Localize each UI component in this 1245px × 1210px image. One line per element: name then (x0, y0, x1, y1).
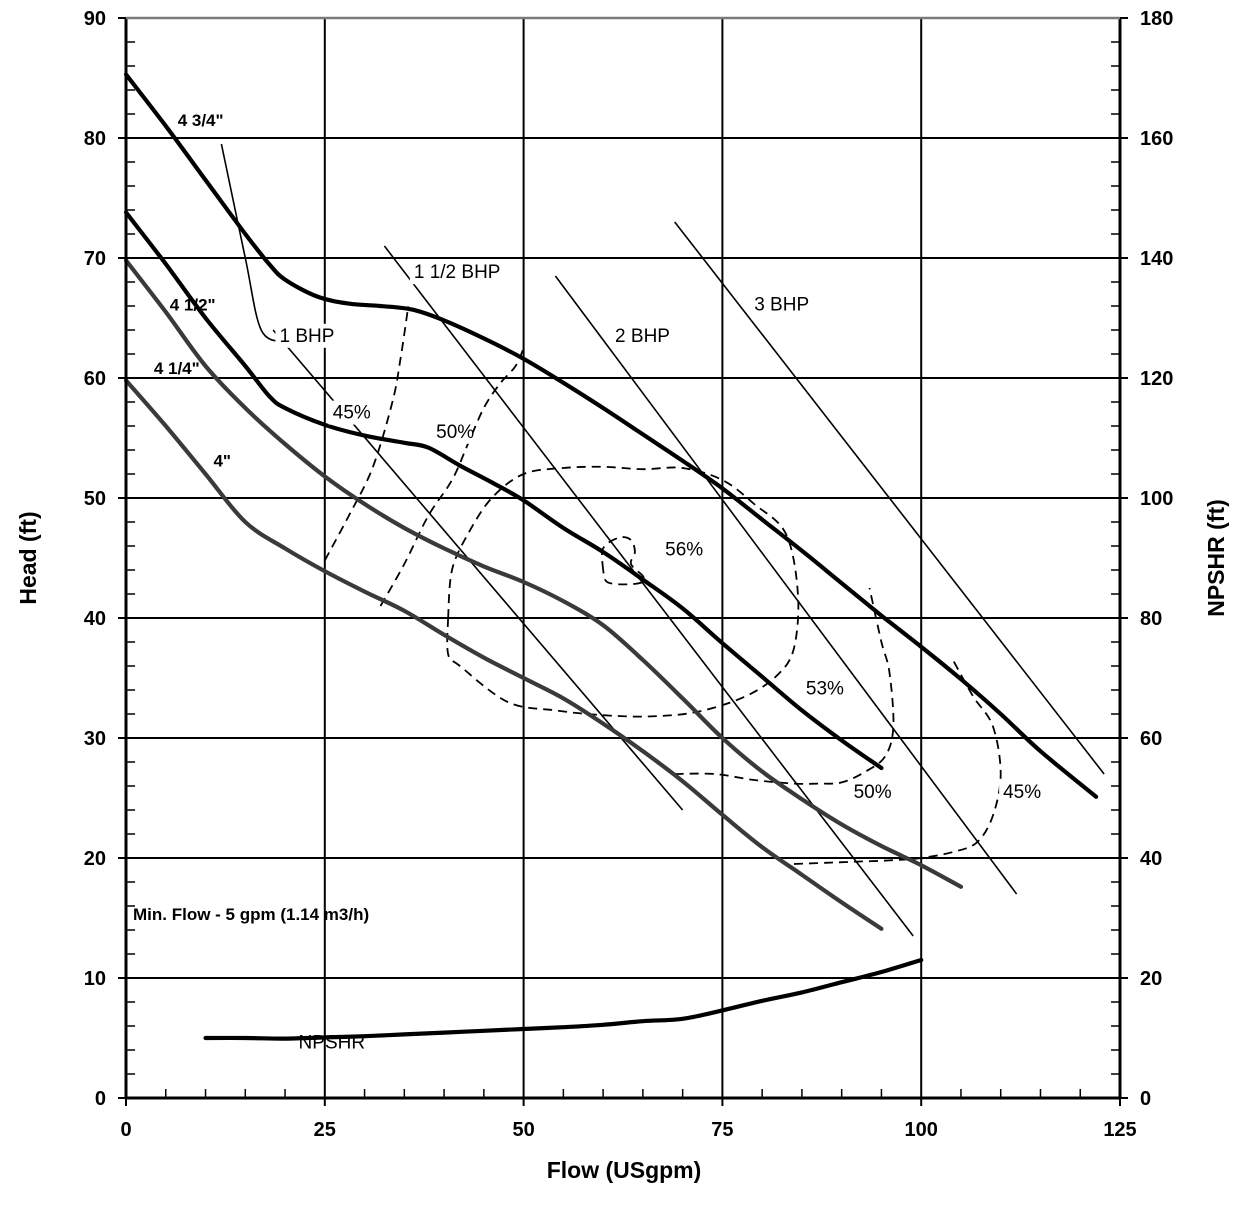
x-tick-label: 100 (905, 1119, 938, 1141)
bhp-line (220, 143, 286, 343)
impeller-curve (123, 258, 964, 889)
y2-tick-label: 40 (1140, 848, 1162, 870)
curve-label: 1 1/2 BHP (414, 262, 501, 283)
curve-label-bg (432, 419, 472, 444)
y-axis-title: Head (ft) (15, 511, 41, 604)
bhp-line (674, 221, 1105, 775)
x-axis-title: Flow (USgpm) (547, 1157, 702, 1183)
curve-label: 50% (854, 782, 892, 803)
curve-label: 4 3/4" (178, 111, 224, 130)
x-tick-label: 50 (512, 1119, 534, 1141)
impeller-curves (123, 72, 1099, 931)
y2-tick-label: 140 (1140, 248, 1173, 270)
curve-labels: 4 3/4" 4 1/2" 4 1/4" 4" 1 BHP 1 1/2 BHP 2 BHP 3… (154, 111, 1041, 1054)
curve-label-bg (999, 779, 1039, 804)
y-tick-label: 0 (95, 1088, 106, 1110)
impeller-curve (123, 72, 1099, 799)
curve-label-bg (409, 260, 514, 285)
curve-label: NPSHR (299, 1033, 366, 1054)
curve-label: 4" (213, 452, 231, 471)
y2-tick-label: 120 (1140, 368, 1173, 390)
efficiency-contour (324, 305, 410, 561)
impeller-curve (123, 210, 884, 771)
y2-tick-label: 80 (1140, 608, 1162, 630)
curve-label: 45% (1003, 782, 1041, 803)
y2-tick-label: 60 (1140, 728, 1162, 750)
y2-tick-label: 180 (1140, 8, 1173, 30)
efficiency-contour (379, 347, 525, 607)
curve-label: 1 BHP (279, 326, 334, 347)
curve-label: 45% (333, 403, 371, 424)
curve-label-bg (275, 323, 337, 348)
curve-label-bg (750, 292, 812, 317)
curve-label: 2 BHP (615, 326, 670, 347)
grid-lines (126, 18, 1120, 1098)
y2-tick-label: 100 (1140, 488, 1173, 510)
y-tick-label: 30 (84, 728, 106, 750)
x-tick-label: 25 (314, 1119, 336, 1141)
efficiency-contour (793, 659, 1002, 865)
tick-labels: 0 10 20 30 40 50 60 70 80 90 0 20 40 60 80 100 120 140 160… (84, 8, 1174, 1141)
plot-frame (124, 16, 1122, 1100)
curve-label-bg (661, 537, 701, 562)
efficiency-contours (324, 305, 1002, 865)
x-tick-label: 0 (120, 1119, 131, 1141)
y2-tick-label: 0 (1140, 1088, 1151, 1110)
y-tick-label: 80 (84, 128, 106, 150)
y-tick-label: 90 (84, 8, 106, 30)
npshr-curve (203, 957, 924, 1041)
curve-label: 50% (436, 422, 474, 443)
x-tick-label: 125 (1103, 1119, 1136, 1141)
curve-label-bg (611, 323, 673, 348)
curve-label-bg (328, 400, 369, 425)
efficiency-contour (446, 465, 800, 718)
y-tick-label: 40 (84, 608, 106, 630)
curve-label: 56% (665, 539, 703, 560)
curve-label: 3 BHP (754, 295, 809, 316)
min-flow-note: Min. Flow - 5 gpm (1.14 m3/h) (133, 905, 369, 924)
efficiency-contour (674, 587, 895, 785)
bhp-line (554, 275, 1018, 895)
y2-tick-label: 20 (1140, 968, 1162, 990)
y-tick-label: 50 (84, 488, 106, 510)
y-tick-label: 10 (84, 968, 106, 990)
y-tick-label: 60 (84, 368, 106, 390)
y2-axis-title: NPSHR (ft) (1203, 499, 1229, 617)
curve-label-bg (849, 779, 890, 804)
x-tick-label: 75 (711, 1119, 733, 1141)
impeller-curve (123, 378, 884, 931)
curve-label: 4 1/2" (170, 296, 216, 315)
bhp-line (383, 245, 914, 937)
y2-tick-label: 160 (1140, 128, 1173, 150)
efficiency-contour (601, 536, 646, 586)
curve-label: 53% (806, 679, 844, 700)
curve-label: 4 1/4" (154, 359, 200, 378)
y-tick-label: 20 (84, 848, 106, 870)
npshr-curve-group (203, 957, 924, 1041)
y-tick-label: 70 (84, 248, 106, 270)
curve-label-bg (801, 676, 842, 701)
